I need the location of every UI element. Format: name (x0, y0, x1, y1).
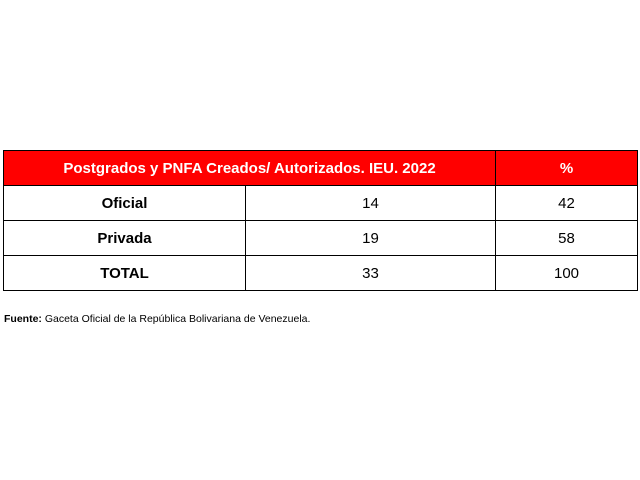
header-title: Postgrados y PNFA Creados/ Autorizados. … (2, 150, 497, 186)
row-pct-privada: 58 (495, 220, 639, 256)
row-pct-oficial: 42 (495, 185, 639, 221)
row-label-oficial: Oficial (3, 185, 246, 221)
row-label-total: TOTAL (3, 255, 246, 291)
source-label: Fuente: (4, 313, 42, 325)
row-value-oficial: 14 (244, 185, 497, 221)
header-pct: % (495, 150, 639, 186)
table-row: Oficial 14 42 (3, 185, 639, 221)
table-row: TOTAL 33 100 (3, 255, 639, 291)
row-value-total: 33 (244, 255, 497, 291)
table-header-row: Postgrados y PNFA Creados/ Autorizados. … (2, 150, 639, 186)
stats-table: Postgrados y PNFA Creados/ Autorizados. … (2, 150, 639, 291)
row-pct-total: 100 (495, 255, 639, 291)
row-label-privada: Privada (3, 220, 246, 256)
row-value-privada: 19 (244, 220, 497, 256)
source-text: Gaceta Oficial de la República Bolivaria… (41, 313, 311, 325)
table-row: Privada 19 58 (3, 220, 639, 256)
source-note: Fuente: Gaceta Oficial de la República B… (4, 313, 310, 325)
